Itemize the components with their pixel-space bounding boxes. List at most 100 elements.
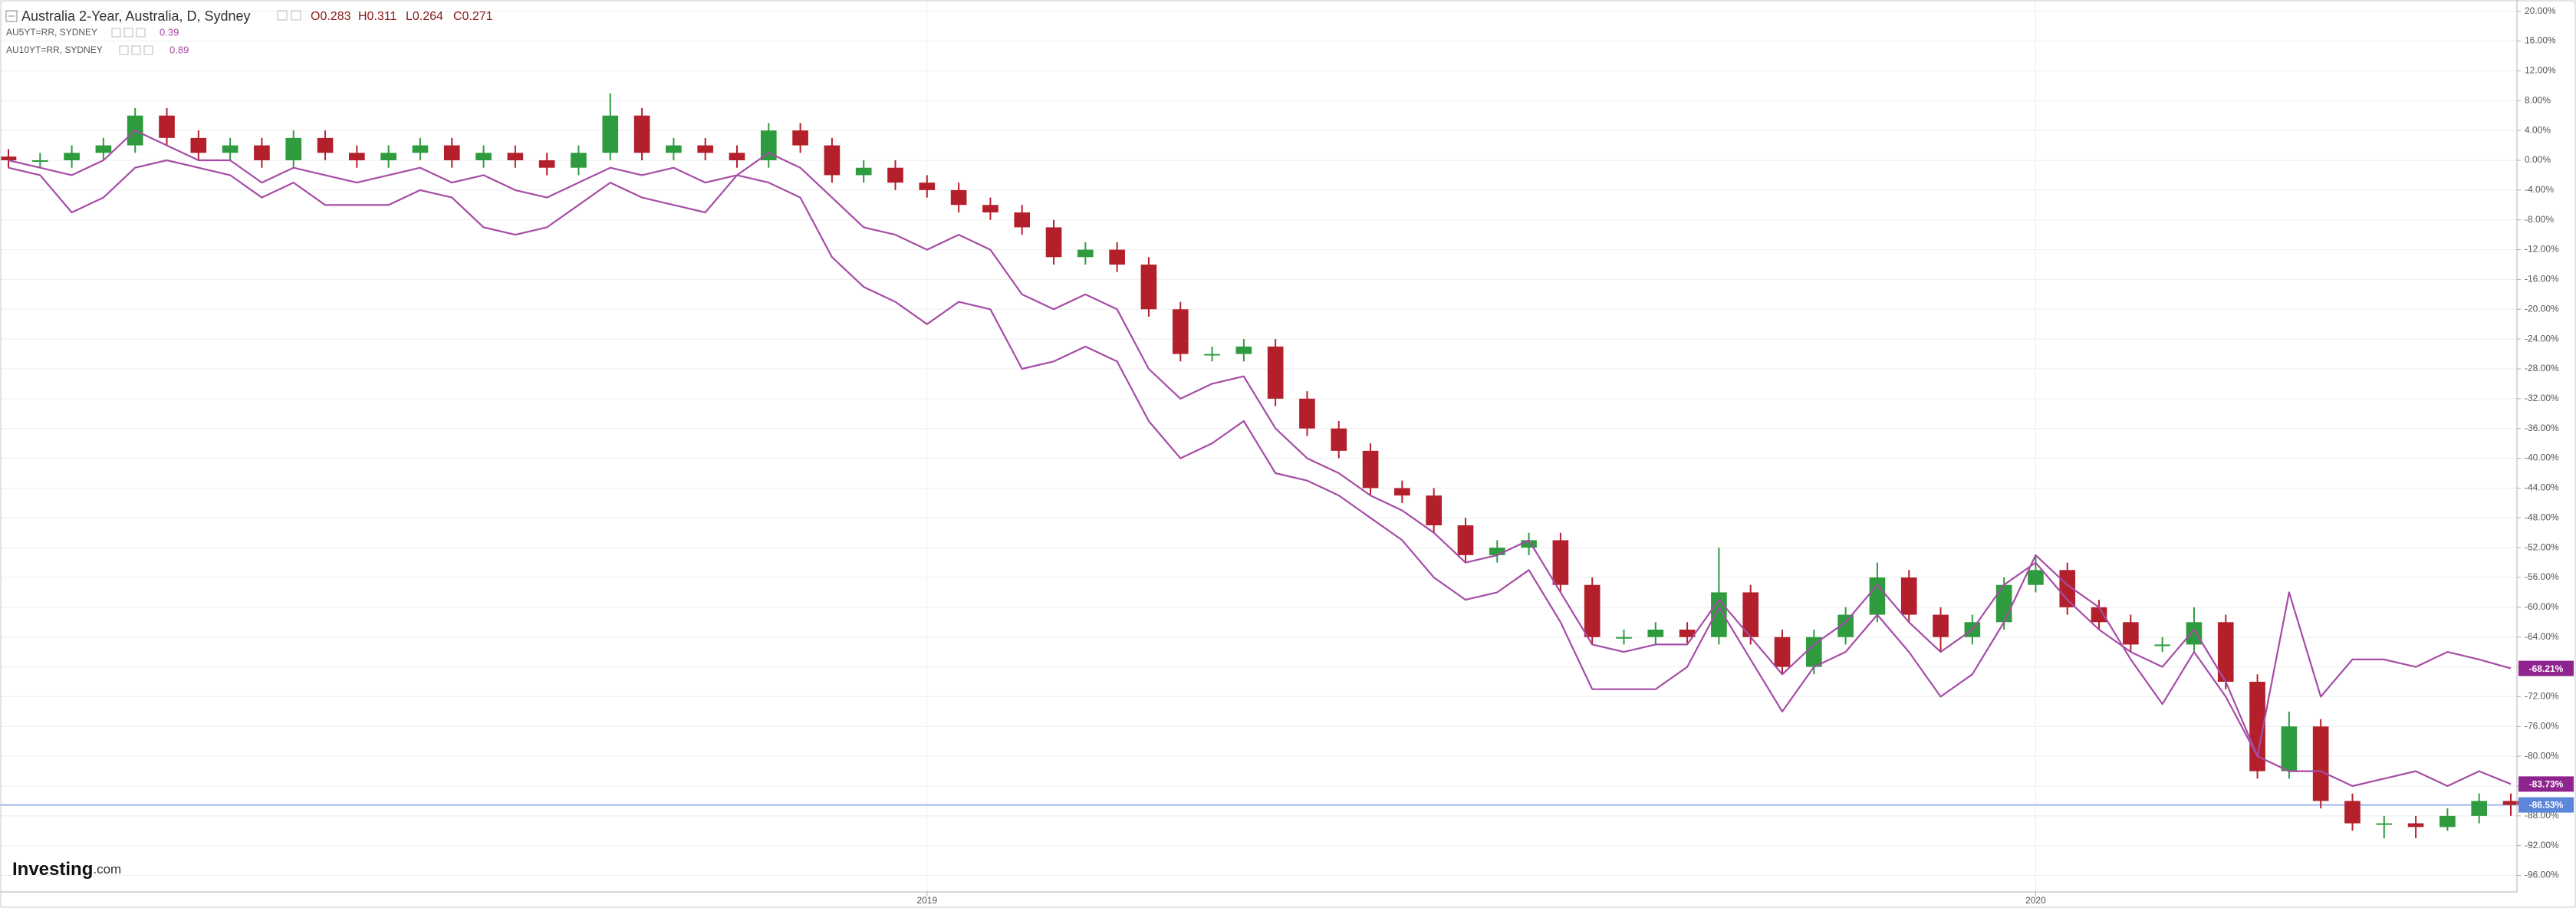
candle-body bbox=[1584, 584, 1601, 637]
candle-body bbox=[538, 160, 555, 168]
y-tick-label: -36.00% bbox=[2525, 423, 2559, 433]
candle-body bbox=[1204, 354, 1220, 356]
candle-body bbox=[666, 145, 682, 153]
candle-body bbox=[64, 153, 80, 160]
y-tick-label: 16.00% bbox=[2525, 35, 2556, 46]
candle-body bbox=[1933, 614, 1949, 637]
legend-icon[interactable] bbox=[123, 28, 133, 38]
y-tick-label: -44.00% bbox=[2525, 482, 2559, 493]
y-tick-label: -60.00% bbox=[2525, 601, 2559, 612]
candle-body bbox=[982, 205, 998, 212]
x-tick-label: 2019 bbox=[916, 895, 937, 906]
last-value-label: -86.53% bbox=[2529, 800, 2564, 811]
y-tick-label: -80.00% bbox=[2525, 750, 2559, 761]
y-tick-label: 12.00% bbox=[2525, 65, 2556, 76]
y-tick-label: -40.00% bbox=[2525, 452, 2559, 463]
legend-icon[interactable] bbox=[119, 45, 129, 55]
y-tick-label: 8.00% bbox=[2525, 94, 2551, 105]
legend-entry: AU5YT=RR, SYDNEY bbox=[6, 27, 97, 38]
last-value-tag bbox=[2518, 776, 2574, 792]
candle-body bbox=[950, 189, 967, 206]
candle-body bbox=[697, 145, 714, 153]
candle-body bbox=[1299, 398, 1315, 429]
candle-body bbox=[2281, 726, 2298, 771]
settings-icon[interactable] bbox=[277, 10, 288, 21]
collapse-icon[interactable] bbox=[5, 10, 18, 22]
candle-body bbox=[31, 160, 48, 162]
candle-body bbox=[1109, 249, 1125, 265]
legend-icon[interactable] bbox=[131, 45, 141, 55]
legend-entry: AU10YT=RR, SYDNEY bbox=[6, 44, 103, 55]
legend-icon[interactable] bbox=[111, 28, 121, 38]
candle-body bbox=[1616, 637, 1632, 639]
candle-body bbox=[1140, 265, 1157, 310]
candle-body bbox=[2407, 823, 2424, 827]
y-tick-label: -16.00% bbox=[2525, 274, 2559, 285]
candle-body bbox=[1362, 450, 1379, 489]
main-series-title: Australia 2-Year, Australia, D, Sydney bbox=[21, 8, 251, 24]
candle-body bbox=[2186, 622, 2203, 645]
candle-body bbox=[222, 145, 239, 153]
candle-body bbox=[2439, 815, 2456, 827]
candle-body bbox=[1426, 495, 1442, 525]
y-tick-label: -64.00% bbox=[2525, 631, 2559, 642]
candle-body bbox=[0, 156, 17, 160]
candle-body bbox=[1331, 428, 1347, 451]
candle-body bbox=[380, 153, 396, 160]
candle-body bbox=[1552, 540, 1569, 585]
last-value-tag bbox=[2518, 797, 2574, 813]
low-label: L0.264 bbox=[406, 10, 443, 23]
candle-body bbox=[760, 130, 777, 160]
candle-body bbox=[159, 115, 175, 138]
candle-body bbox=[1235, 346, 1252, 354]
candle-body bbox=[887, 167, 903, 183]
high-label: H0.311 bbox=[358, 10, 397, 23]
candle-body bbox=[1869, 577, 1886, 615]
logo-main: Investing bbox=[12, 859, 93, 880]
y-tick-label: -96.00% bbox=[2525, 870, 2559, 880]
candle-body bbox=[792, 130, 808, 146]
legend-icon[interactable] bbox=[143, 45, 153, 55]
candle-body bbox=[2217, 622, 2234, 682]
candle-body bbox=[1679, 630, 1696, 637]
plot bbox=[0, 93, 2519, 838]
y-tick-label: -92.00% bbox=[2525, 840, 2559, 850]
last-value-label: -83.73% bbox=[2529, 779, 2564, 790]
y-tick-label: -20.00% bbox=[2525, 303, 2559, 314]
logo-suffix: .com bbox=[93, 862, 121, 877]
candle-body bbox=[571, 153, 587, 168]
candle-body bbox=[2344, 801, 2361, 824]
x-tick-label: 2020 bbox=[2025, 895, 2046, 906]
candle-body bbox=[95, 145, 112, 153]
y-tick-label: -24.00% bbox=[2525, 333, 2559, 344]
close-icon[interactable] bbox=[291, 10, 301, 21]
legend-icon[interactable] bbox=[136, 28, 146, 38]
candle-body bbox=[2471, 801, 2488, 816]
candle-body bbox=[285, 137, 302, 160]
candle-body bbox=[1742, 592, 1759, 637]
candle-body bbox=[2123, 622, 2139, 645]
y-tick-label: -28.00% bbox=[2525, 363, 2559, 373]
candle-body bbox=[1647, 630, 1664, 637]
candle-body bbox=[2028, 570, 2044, 585]
candle-body bbox=[729, 153, 745, 160]
candle-body bbox=[1267, 346, 1284, 399]
candle-body bbox=[2154, 644, 2170, 646]
logo: Investing.com bbox=[12, 859, 121, 880]
candle-body bbox=[855, 167, 872, 176]
candle-body bbox=[1900, 577, 1917, 615]
y-tick-label: -12.00% bbox=[2525, 244, 2559, 255]
y-tick-label: 4.00% bbox=[2525, 124, 2551, 135]
candle-body bbox=[507, 153, 524, 160]
y-tick-label: -56.00% bbox=[2525, 571, 2559, 582]
candle-body bbox=[1995, 584, 2012, 623]
candle-body bbox=[1774, 637, 1791, 667]
y-tick-label: 20.00% bbox=[2525, 5, 2556, 16]
candle-body bbox=[824, 145, 841, 176]
candle-body bbox=[190, 137, 207, 153]
y-tick-label: -76.00% bbox=[2525, 720, 2559, 731]
y-tick-label: -72.00% bbox=[2525, 691, 2559, 702]
